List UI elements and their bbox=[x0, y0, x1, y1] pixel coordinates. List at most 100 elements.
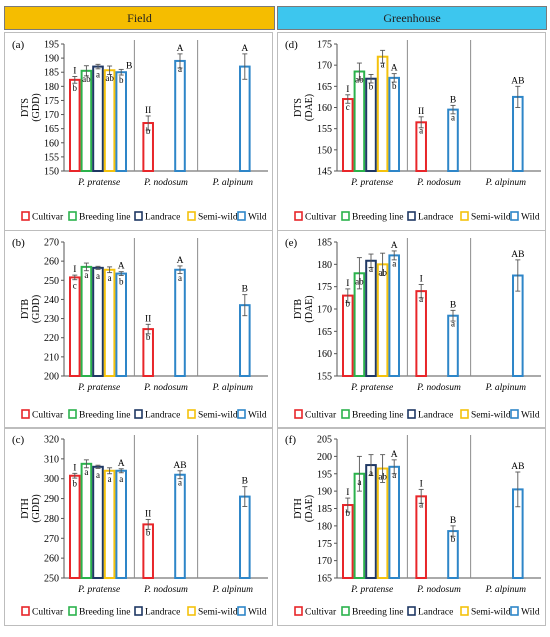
bar-landrace bbox=[92, 266, 104, 378]
y-tick-label: 150 bbox=[44, 167, 59, 178]
bar-letter: a bbox=[419, 499, 423, 509]
legend: Cultivar Breeding line Landrace Semi-wild Wi… bbox=[294, 606, 540, 618]
y-tick-label: 180 bbox=[317, 521, 332, 532]
group-letter: II bbox=[145, 106, 151, 116]
bar-letter: a bbox=[119, 474, 123, 484]
legend-swatch-landrace bbox=[407, 409, 416, 419]
species-label: P. nodosum bbox=[143, 585, 188, 595]
legend-swatch-wild bbox=[510, 409, 519, 419]
legend-swatch-semi-wild bbox=[187, 409, 196, 419]
chart-panel-e: (e) DTB(DAE) 155 160 165 170 175 180 185 P. prate… bbox=[277, 230, 546, 429]
bar-letter: b bbox=[146, 126, 151, 136]
panel-frame bbox=[277, 230, 546, 429]
legend-label: Cultivar bbox=[305, 411, 337, 421]
y-axis-title: DTH(DAE) bbox=[293, 495, 315, 522]
species-label: P. nodosum bbox=[416, 178, 461, 188]
y-tick-label: 190 bbox=[317, 487, 332, 498]
bar-top-letter: B bbox=[450, 300, 456, 310]
species-label: P. nodosum bbox=[416, 585, 461, 595]
panel-frame bbox=[4, 230, 273, 429]
legend-label: Cultivar bbox=[305, 213, 337, 223]
bar-letter: b bbox=[451, 534, 456, 544]
bar-letter: ab bbox=[82, 74, 91, 84]
y-tick-label: 195 bbox=[44, 40, 59, 51]
bar-landrace bbox=[92, 465, 104, 579]
bar-semi-wild bbox=[376, 263, 389, 378]
legend-label: Cultivar bbox=[305, 608, 337, 618]
panel-label: (b) bbox=[12, 237, 25, 249]
y-tick-label: 185 bbox=[317, 238, 332, 249]
bar-wild bbox=[115, 469, 128, 579]
species-label: P. alpinum bbox=[485, 585, 527, 595]
chart-panel-c: (c) DTH(GDD) 250 260 270 280 290 300 310 320 P. pr… bbox=[4, 427, 273, 626]
legend-label: Cultivar bbox=[32, 411, 64, 421]
y-tick-label: 170 bbox=[44, 110, 59, 121]
legend-label: Semi-wild bbox=[471, 608, 511, 618]
bar-letter: b bbox=[73, 479, 78, 489]
y-tick-label: 185 bbox=[44, 68, 59, 79]
legend-label: Wild bbox=[248, 608, 267, 618]
bar-letter: a bbox=[381, 60, 385, 70]
legend-label: Landrace bbox=[145, 411, 180, 421]
group-letter: I bbox=[73, 265, 76, 275]
bar-letter: a bbox=[178, 273, 182, 283]
bar-letter: a bbox=[392, 470, 396, 480]
legend-swatch-cultivar bbox=[294, 211, 303, 221]
legend-label: Breeding line bbox=[79, 608, 130, 618]
group-letter: I bbox=[73, 66, 76, 76]
bar-letter: ab bbox=[378, 472, 387, 482]
bar-top-letter: B bbox=[450, 516, 456, 526]
legend-swatch-landrace bbox=[407, 211, 416, 221]
bar-letter: a bbox=[108, 474, 112, 484]
legend-swatch-cultivar bbox=[294, 606, 303, 616]
y-tick-label: 190 bbox=[44, 54, 59, 65]
bar-letter: a bbox=[178, 64, 182, 74]
y-tick-label: 300 bbox=[44, 474, 59, 485]
y-tick-label: 250 bbox=[44, 276, 59, 287]
bar-letter: a bbox=[357, 477, 361, 487]
bar-letter: b bbox=[119, 277, 124, 287]
y-axis-title: DTB(DAE) bbox=[293, 295, 315, 322]
legend: Cultivar Breeding line Landrace Semi-wild Wi… bbox=[294, 409, 540, 421]
bar-letter: a bbox=[96, 271, 100, 281]
bar-letter: b bbox=[146, 527, 151, 537]
bar-letter: a bbox=[369, 468, 373, 478]
bar-semi-wild bbox=[103, 268, 116, 377]
greenhouse-header: Greenhouse bbox=[277, 6, 547, 30]
y-tick-label: 165 bbox=[317, 82, 332, 93]
bar-letter: b bbox=[346, 299, 351, 309]
legend-swatch-wild bbox=[510, 211, 519, 221]
species-label: P. alpinum bbox=[485, 178, 527, 188]
species-label: P. pratense bbox=[77, 383, 120, 393]
bar-letter: a bbox=[108, 273, 112, 283]
y-axis-title-line: (DAE) bbox=[304, 94, 315, 121]
bar-top-letter: A bbox=[118, 459, 125, 469]
chart-panel-d: (d) DTS(DAE) 145 150 155 160 165 170 175 P. prate… bbox=[277, 32, 546, 231]
legend-swatch-wild bbox=[237, 211, 246, 221]
y-tick-label: 170 bbox=[317, 61, 332, 72]
species-label: P. pratense bbox=[77, 178, 120, 188]
legend-swatch-semi-wild bbox=[187, 211, 196, 221]
group-letter: I bbox=[346, 488, 349, 498]
y-tick-label: 170 bbox=[317, 305, 332, 316]
bar-cultivar bbox=[69, 474, 81, 579]
legend-swatch-cultivar bbox=[21, 606, 30, 616]
panel-label: (d) bbox=[285, 39, 298, 51]
y-tick-label: 270 bbox=[44, 534, 59, 545]
y-axis-title-line: (GDD) bbox=[31, 494, 42, 522]
y-axis-title: DTB(GDD) bbox=[20, 295, 42, 323]
legend-label: Landrace bbox=[418, 608, 453, 618]
legend-label: Semi-wild bbox=[198, 411, 238, 421]
y-tick-label: 150 bbox=[317, 145, 332, 156]
y-tick-label: 165 bbox=[317, 574, 332, 585]
bar-wild bbox=[115, 71, 128, 172]
legend-swatch-wild bbox=[237, 409, 246, 419]
y-axis-title-line: (DAE) bbox=[304, 295, 315, 322]
bar-letter: a bbox=[84, 467, 88, 477]
species-label: P. pratense bbox=[350, 585, 393, 595]
bar-wild bbox=[239, 65, 251, 172]
y-tick-label: 155 bbox=[44, 152, 59, 163]
legend-label: Semi-wild bbox=[198, 608, 238, 618]
bar-wild bbox=[388, 254, 400, 377]
bar-breeding-line bbox=[80, 462, 93, 580]
